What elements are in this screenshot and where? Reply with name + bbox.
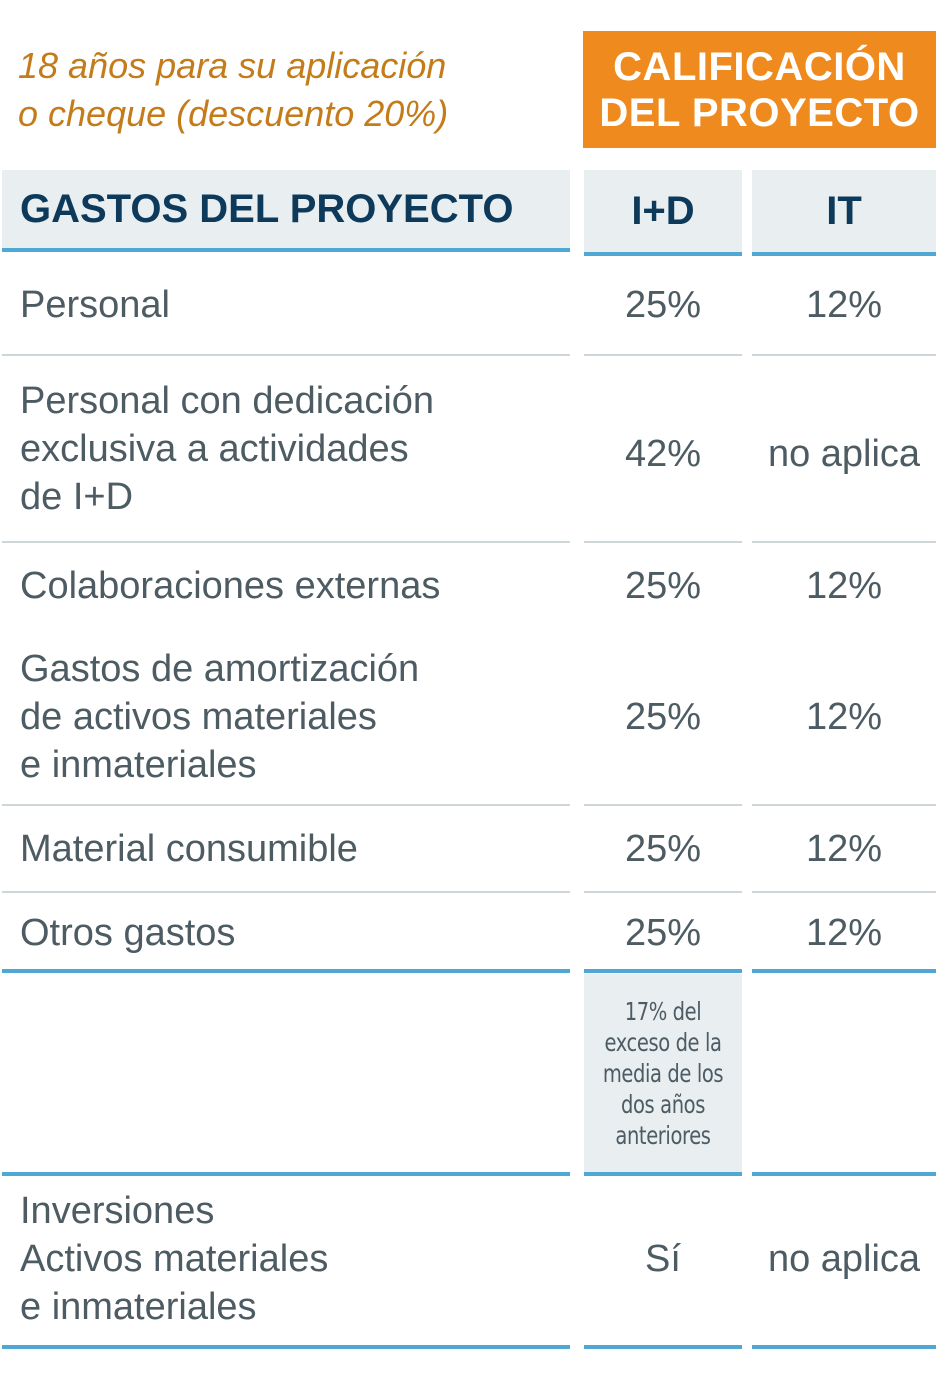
row-divider	[2, 891, 570, 893]
row-value-id: 25%	[624, 696, 702, 738]
excess-note-cell: 17% del exceso de la media de los dos añ…	[584, 974, 742, 1172]
row-divider	[584, 354, 742, 356]
row-value-it: 12%	[805, 828, 883, 870]
section-rule	[2, 969, 570, 973]
row-label-exclusive-personnel: Personal con dedicación exclusiva a acti…	[20, 380, 435, 518]
row-divider	[2, 354, 570, 356]
row-divider	[752, 891, 936, 893]
column-header-expenses: GASTOS DEL PROYECTO	[2, 170, 570, 252]
row-value-it: 12%	[805, 912, 883, 954]
section-rule	[752, 969, 936, 973]
row-value-id: 42%	[624, 433, 702, 475]
row-label-personal: Personal	[20, 284, 170, 326]
row-label-external-collaborations: Colaboraciones externas	[20, 565, 441, 607]
section-rule	[584, 1172, 742, 1176]
row-label-consumables: Material consumible	[20, 828, 358, 870]
badge-text: CALIFICACIÓN DEL PROYECTO	[599, 44, 920, 135]
row-value-it: no aplica	[767, 433, 921, 475]
section-rule	[752, 1172, 936, 1176]
column-header-id: I+D	[584, 170, 742, 256]
row-divider	[752, 354, 936, 356]
row-divider	[584, 891, 742, 893]
row-value-id: 25%	[624, 284, 702, 326]
row-value-it: 12%	[805, 284, 883, 326]
row-label-amortization: Gastos de amortización de activos materi…	[20, 648, 420, 786]
section-rule	[752, 1345, 936, 1349]
row-divider	[584, 804, 742, 806]
row-divider	[2, 541, 570, 543]
row-value-id: 25%	[624, 912, 702, 954]
row-divider	[752, 804, 936, 806]
row-label-investments: Inversiones Activos materiales e inmater…	[20, 1190, 329, 1328]
row-value-id: 25%	[624, 828, 702, 870]
subtitle: 18 años para su aplicación o cheque (des…	[18, 45, 449, 134]
row-value-id: Sí	[645, 1238, 681, 1280]
row-value-it: 12%	[805, 696, 883, 738]
section-rule	[584, 1345, 742, 1349]
row-value-it: 12%	[805, 565, 883, 607]
section-rule	[2, 1345, 570, 1349]
project-qualification-badge: CALIFICACIÓN DEL PROYECTO	[583, 31, 936, 148]
row-divider	[752, 541, 936, 543]
excess-note: 17% del exceso de la media de los dos añ…	[602, 996, 724, 1150]
column-header-it: IT	[752, 170, 936, 256]
row-label-other-expenses: Otros gastos	[20, 912, 236, 954]
row-divider	[584, 541, 742, 543]
section-rule	[2, 1172, 570, 1176]
row-value-id: 25%	[624, 565, 702, 607]
section-rule	[584, 969, 742, 973]
row-divider	[2, 804, 570, 806]
row-value-it: no aplica	[767, 1238, 921, 1280]
